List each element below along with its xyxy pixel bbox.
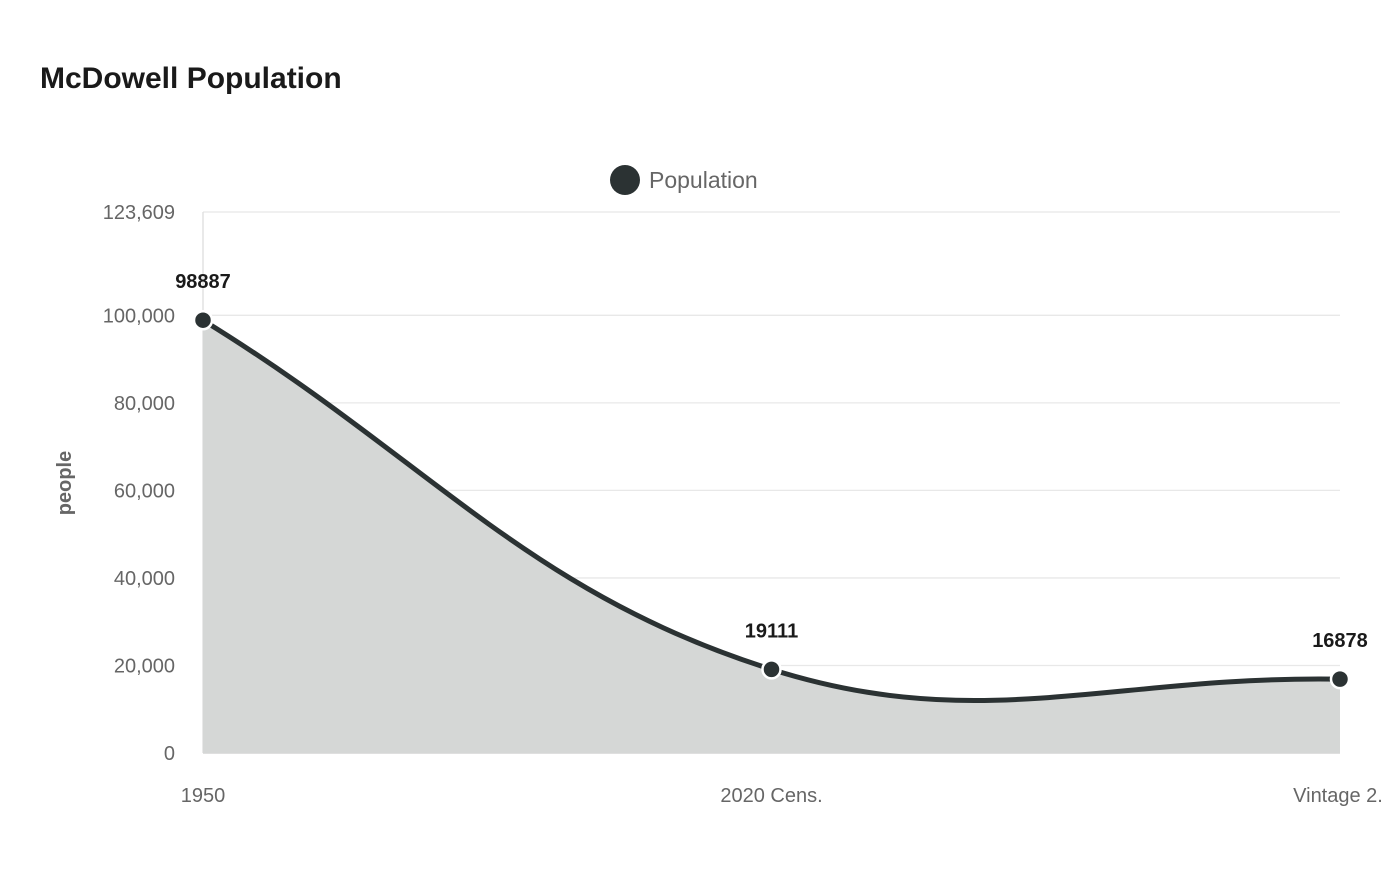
data-label: 19111 [745,620,798,642]
chart-title: McDowell Population [40,62,342,95]
data-point [761,659,782,680]
y-tick-label: 60,000 [114,480,175,502]
x-tick-label: 1950 [181,785,226,807]
y-tick-label: 20,000 [114,655,175,677]
data-label: 16878 [1312,630,1368,652]
y-axis-label: people [54,451,76,515]
y-tick-label: 100,000 [103,305,175,327]
legend-marker [610,165,640,195]
legend-label: Population [649,167,758,193]
data-point [192,309,214,331]
data-label: 98887 [175,271,231,293]
area-fill [203,320,1340,753]
x-tick-label: 2020 Cens. [720,785,822,807]
data-point [1329,668,1351,690]
y-tick-label: 80,000 [114,393,175,415]
x-tick-label: Vintage 2. [1293,785,1383,807]
y-tick-label: 40,000 [114,568,175,590]
y-tick-label: 123,609 [103,202,175,224]
y-tick-label: 0 [164,743,175,765]
